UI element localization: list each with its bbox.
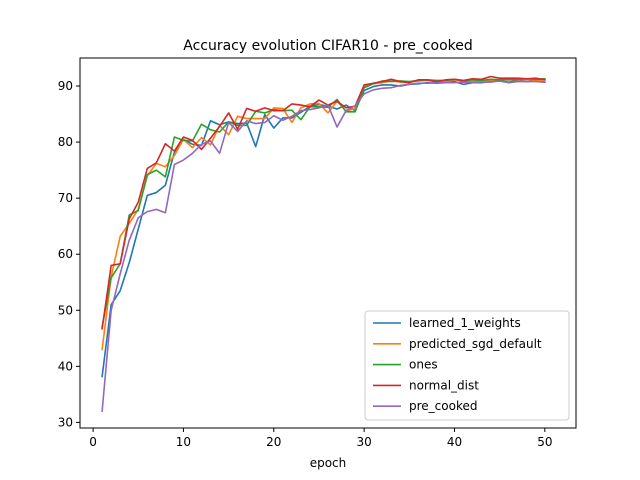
y-tick-label: 80 bbox=[58, 135, 73, 149]
legend: learned_1_weights predicted_sgd_defaulton… bbox=[364, 310, 570, 421]
chart-title: Accuracy evolution CIFAR10 - pre_cooked bbox=[183, 38, 473, 54]
legend-label-learned-1-weights: learned_1_weights bbox=[409, 316, 521, 330]
x-axis-ticks: 0 10 20 30 40 50 bbox=[89, 428, 552, 449]
legend-label-pre-cooked: pre_cooked bbox=[409, 399, 477, 413]
legend-label-ones: ones bbox=[409, 358, 438, 372]
x-tick-label: 50 bbox=[537, 435, 552, 449]
legend-label-predicted-sgd-default: predicted_sgd_default bbox=[409, 337, 542, 351]
y-tick-label: 90 bbox=[58, 79, 73, 93]
x-tick-label: 0 bbox=[89, 435, 97, 449]
y-tick-label: 40 bbox=[58, 359, 73, 373]
series-line-predicted-sgd-default bbox=[101, 78, 546, 351]
y-axis-ticks: 30 40 50 60 70 80 90 bbox=[58, 79, 80, 429]
plot-frame bbox=[79, 57, 577, 429]
y-tick-label: 50 bbox=[58, 303, 73, 317]
x-tick-label: 30 bbox=[356, 435, 371, 449]
x-tick-label: 20 bbox=[266, 435, 281, 449]
series-line-pre-cooked bbox=[101, 80, 546, 413]
legend-box bbox=[364, 310, 570, 421]
y-tick-label: 70 bbox=[58, 191, 73, 205]
legend-label-normal-dist: normal_dist bbox=[409, 378, 479, 392]
y-tick-label: 30 bbox=[58, 415, 73, 429]
x-tick-label: 10 bbox=[176, 435, 191, 449]
x-axis-label: epoch bbox=[310, 456, 347, 470]
series-layer bbox=[101, 75, 546, 413]
series-line-normal-dist bbox=[101, 75, 546, 330]
y-tick-label: 60 bbox=[58, 247, 73, 261]
x-tick-label: 40 bbox=[447, 435, 462, 449]
